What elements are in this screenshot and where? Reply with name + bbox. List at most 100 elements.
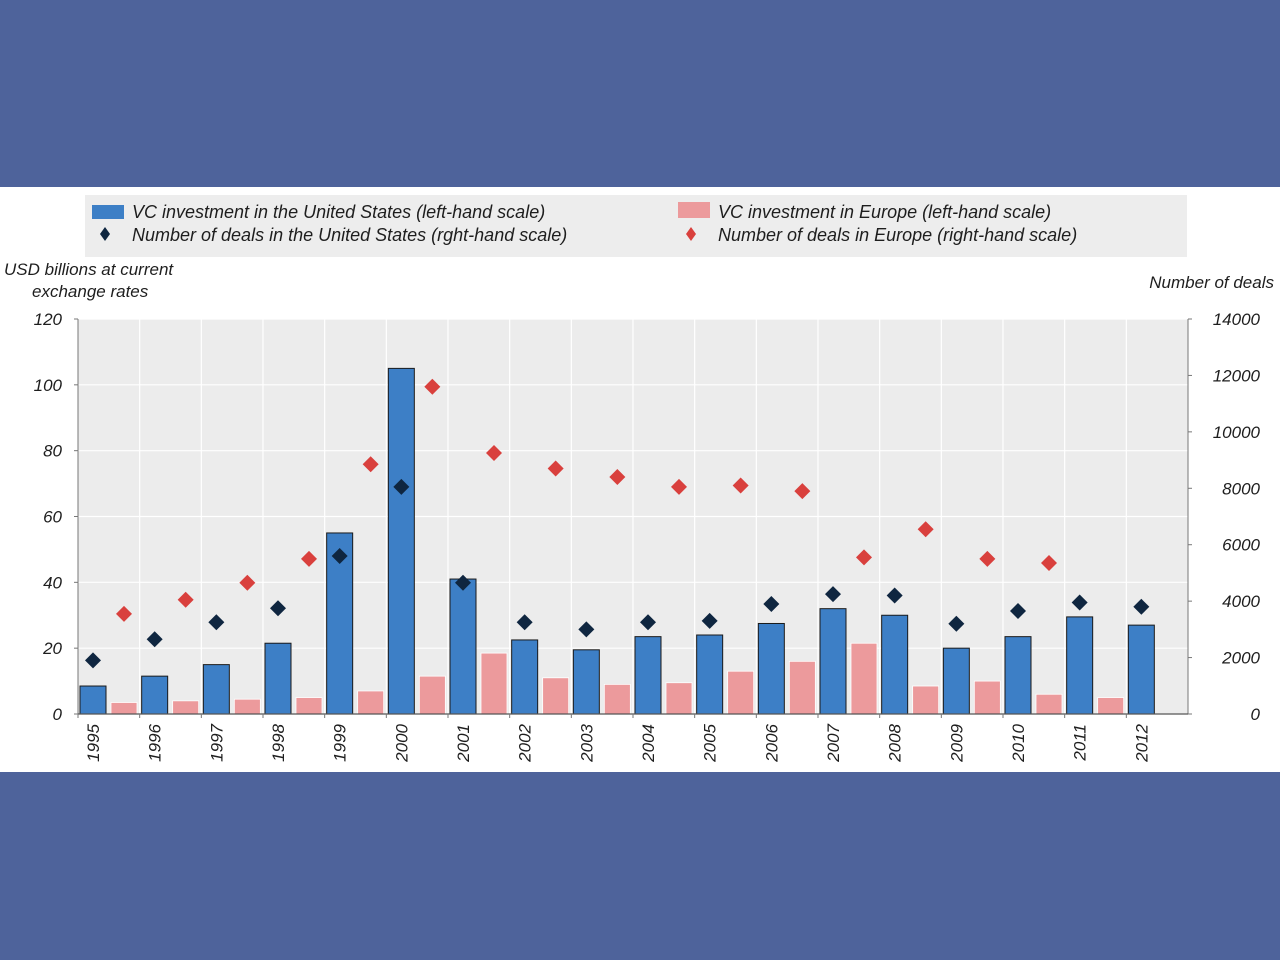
us-deals-marker-1999 [331, 548, 348, 564]
us-deals-marker-2003 [578, 621, 595, 638]
us-investment-bar-2011 [1066, 616, 1094, 715]
y-axis-left-title-line-1: USD billions at current [4, 260, 174, 279]
us-investment-bar-2002 [511, 639, 539, 715]
us-deals-marker-2010 [1010, 603, 1026, 620]
eu-deals-marker-2008 [917, 521, 934, 538]
us-investment-bar-1997 [202, 664, 230, 715]
y-left-tick-label: 20 [42, 639, 62, 658]
legend: VC investment in the United States (left… [85, 195, 1187, 257]
x-tick-label-2004: 2004 [639, 724, 658, 763]
eu-deals-marker-2003 [609, 469, 626, 485]
eu-investment-bar-2001 [480, 652, 508, 715]
us-investment-bar-2001 [449, 578, 477, 715]
x-tick-label-2003: 2003 [577, 723, 596, 762]
us-deals-marker-2009 [948, 615, 965, 632]
us-investment-bar-1998 [264, 642, 292, 715]
eu-investment-bar-1999 [357, 690, 385, 715]
x-axis-ticks: 1995 1996 1997 1998 1999 2000 2001 2002 2003 2004… [77, 714, 1151, 763]
y-axis-left-ticks: 0 20 40 60 80 100 120 [34, 310, 78, 724]
y-right-tick-label: 6000 [1222, 536, 1260, 555]
y-right-tick-label: 14000 [1213, 310, 1261, 329]
us-investment-bar-2003 [572, 649, 600, 715]
x-tick-label-2002: 2002 [516, 723, 535, 762]
us-investment-bar-1996 [141, 675, 169, 715]
chart: VC investment in the United States (left… [4, 195, 1274, 763]
eu-investment-bar-1995 [110, 702, 138, 715]
y-left-tick-label: 60 [43, 508, 62, 527]
us-deals-marker-1995 [85, 652, 101, 669]
y-right-tick-label: 4000 [1222, 592, 1260, 611]
us-deals-marker-1998 [270, 600, 286, 617]
x-tick-label-1995: 1995 [84, 723, 103, 761]
legend-background [85, 195, 1187, 257]
x-tick-label-2007: 2007 [824, 723, 843, 762]
y-axis-left-title: USD billions at current exchange rates [4, 260, 178, 301]
eu-deals-marker-1996 [177, 591, 194, 608]
eu-deals-marker-2000 [424, 378, 441, 395]
x-tick-label-2000: 2000 [392, 723, 411, 762]
us-deals-marker-2000 [393, 478, 410, 495]
eu-deals-marker-1998 [301, 550, 317, 567]
us-investment-bar-2008 [881, 614, 909, 715]
us-deals-marker-2007 [825, 586, 841, 603]
legend-swatch-eu-investment [678, 202, 710, 218]
us-investment-bar-2000 [387, 367, 415, 715]
y-axis-right-title: Number of deals [1149, 273, 1274, 292]
eu-deals-marker-1995 [116, 605, 132, 622]
eu-investment-bar-2007 [850, 642, 878, 715]
x-tick-label-2006: 2006 [762, 723, 781, 762]
eu-investment-bar-2003 [603, 683, 631, 715]
us-investment-bar-2004 [634, 636, 662, 715]
legend-marker-eu-deals [686, 227, 696, 241]
y-left-tick-label: 120 [34, 310, 63, 329]
eu-investment-bar-1997 [233, 698, 261, 715]
x-tick-label-2011: 2011 [1071, 724, 1090, 762]
x-tick-label-2012: 2012 [1132, 723, 1151, 762]
x-tick-label-1997: 1997 [207, 723, 226, 761]
eu-deals-marker-2007 [856, 549, 872, 566]
eu-investment-bar-1998 [295, 697, 323, 715]
us-deals-marker-2005 [701, 612, 718, 629]
eu-deals-marker-1999 [362, 456, 379, 473]
eu-investment-bar-2004 [665, 682, 693, 715]
y-right-tick-label: 2000 [1221, 649, 1260, 668]
us-investment-bar-2006 [757, 622, 785, 715]
x-tick-label-2001: 2001 [454, 724, 473, 763]
y-right-tick-label: 8000 [1222, 479, 1260, 498]
us-deals-marker-2008 [886, 587, 903, 604]
us-investment-bar-1995 [79, 685, 107, 715]
us-deals-marker-2002 [516, 614, 533, 631]
eu-deals-marker-2005 [732, 477, 749, 494]
eu-investment-bar-2011 [1097, 697, 1125, 715]
us-deals-marker-2004 [640, 614, 656, 631]
y-right-tick-label: 12000 [1213, 366, 1261, 385]
legend-label-us-investment: VC investment in the United States (left… [132, 202, 545, 222]
eu-deals-marker-2004 [671, 478, 687, 495]
eu-investment-bar-2010 [1035, 693, 1063, 715]
eu-deals-marker-2001 [486, 445, 502, 462]
legend-label-eu-investment: VC investment in Europe (left-hand scale… [718, 202, 1051, 222]
us-investment-bar-2010 [1004, 636, 1032, 715]
eu-investment-bar-2008 [912, 685, 940, 715]
chart-slide: VC investment in the United States (left… [0, 187, 1280, 772]
eu-deals-marker-2009 [979, 550, 996, 567]
x-tick-label-2008: 2008 [886, 723, 905, 762]
us-deals-marker-2006 [763, 595, 780, 612]
x-tick-label-1996: 1996 [146, 723, 165, 761]
y-axis-right-ticks: 0 2000 4000 6000 8000 10000 12000 14000 [1188, 310, 1261, 724]
eu-investment-bar-2009 [973, 680, 1001, 715]
legend-label-eu-deals: Number of deals in Europe (right-hand sc… [718, 225, 1077, 245]
legend-swatch-us-investment [92, 205, 124, 219]
us-investment-bar-2009 [942, 647, 970, 715]
x-tick-label-1998: 1998 [269, 723, 288, 761]
x-tick-label-2009: 2009 [947, 723, 966, 762]
us-investment-bars [79, 367, 1155, 715]
us-deals-marker-2001 [455, 574, 471, 591]
eu-investment-bar-2006 [788, 660, 816, 715]
us-deals-marker-2011 [1071, 594, 1088, 611]
eu-deals-marker-2006 [794, 483, 811, 500]
eu-investment-bar-2002 [542, 677, 570, 715]
eu-investment-bar-2005 [727, 670, 755, 715]
legend-marker-us-deals [100, 227, 110, 241]
y-left-tick-label: 40 [43, 573, 62, 592]
